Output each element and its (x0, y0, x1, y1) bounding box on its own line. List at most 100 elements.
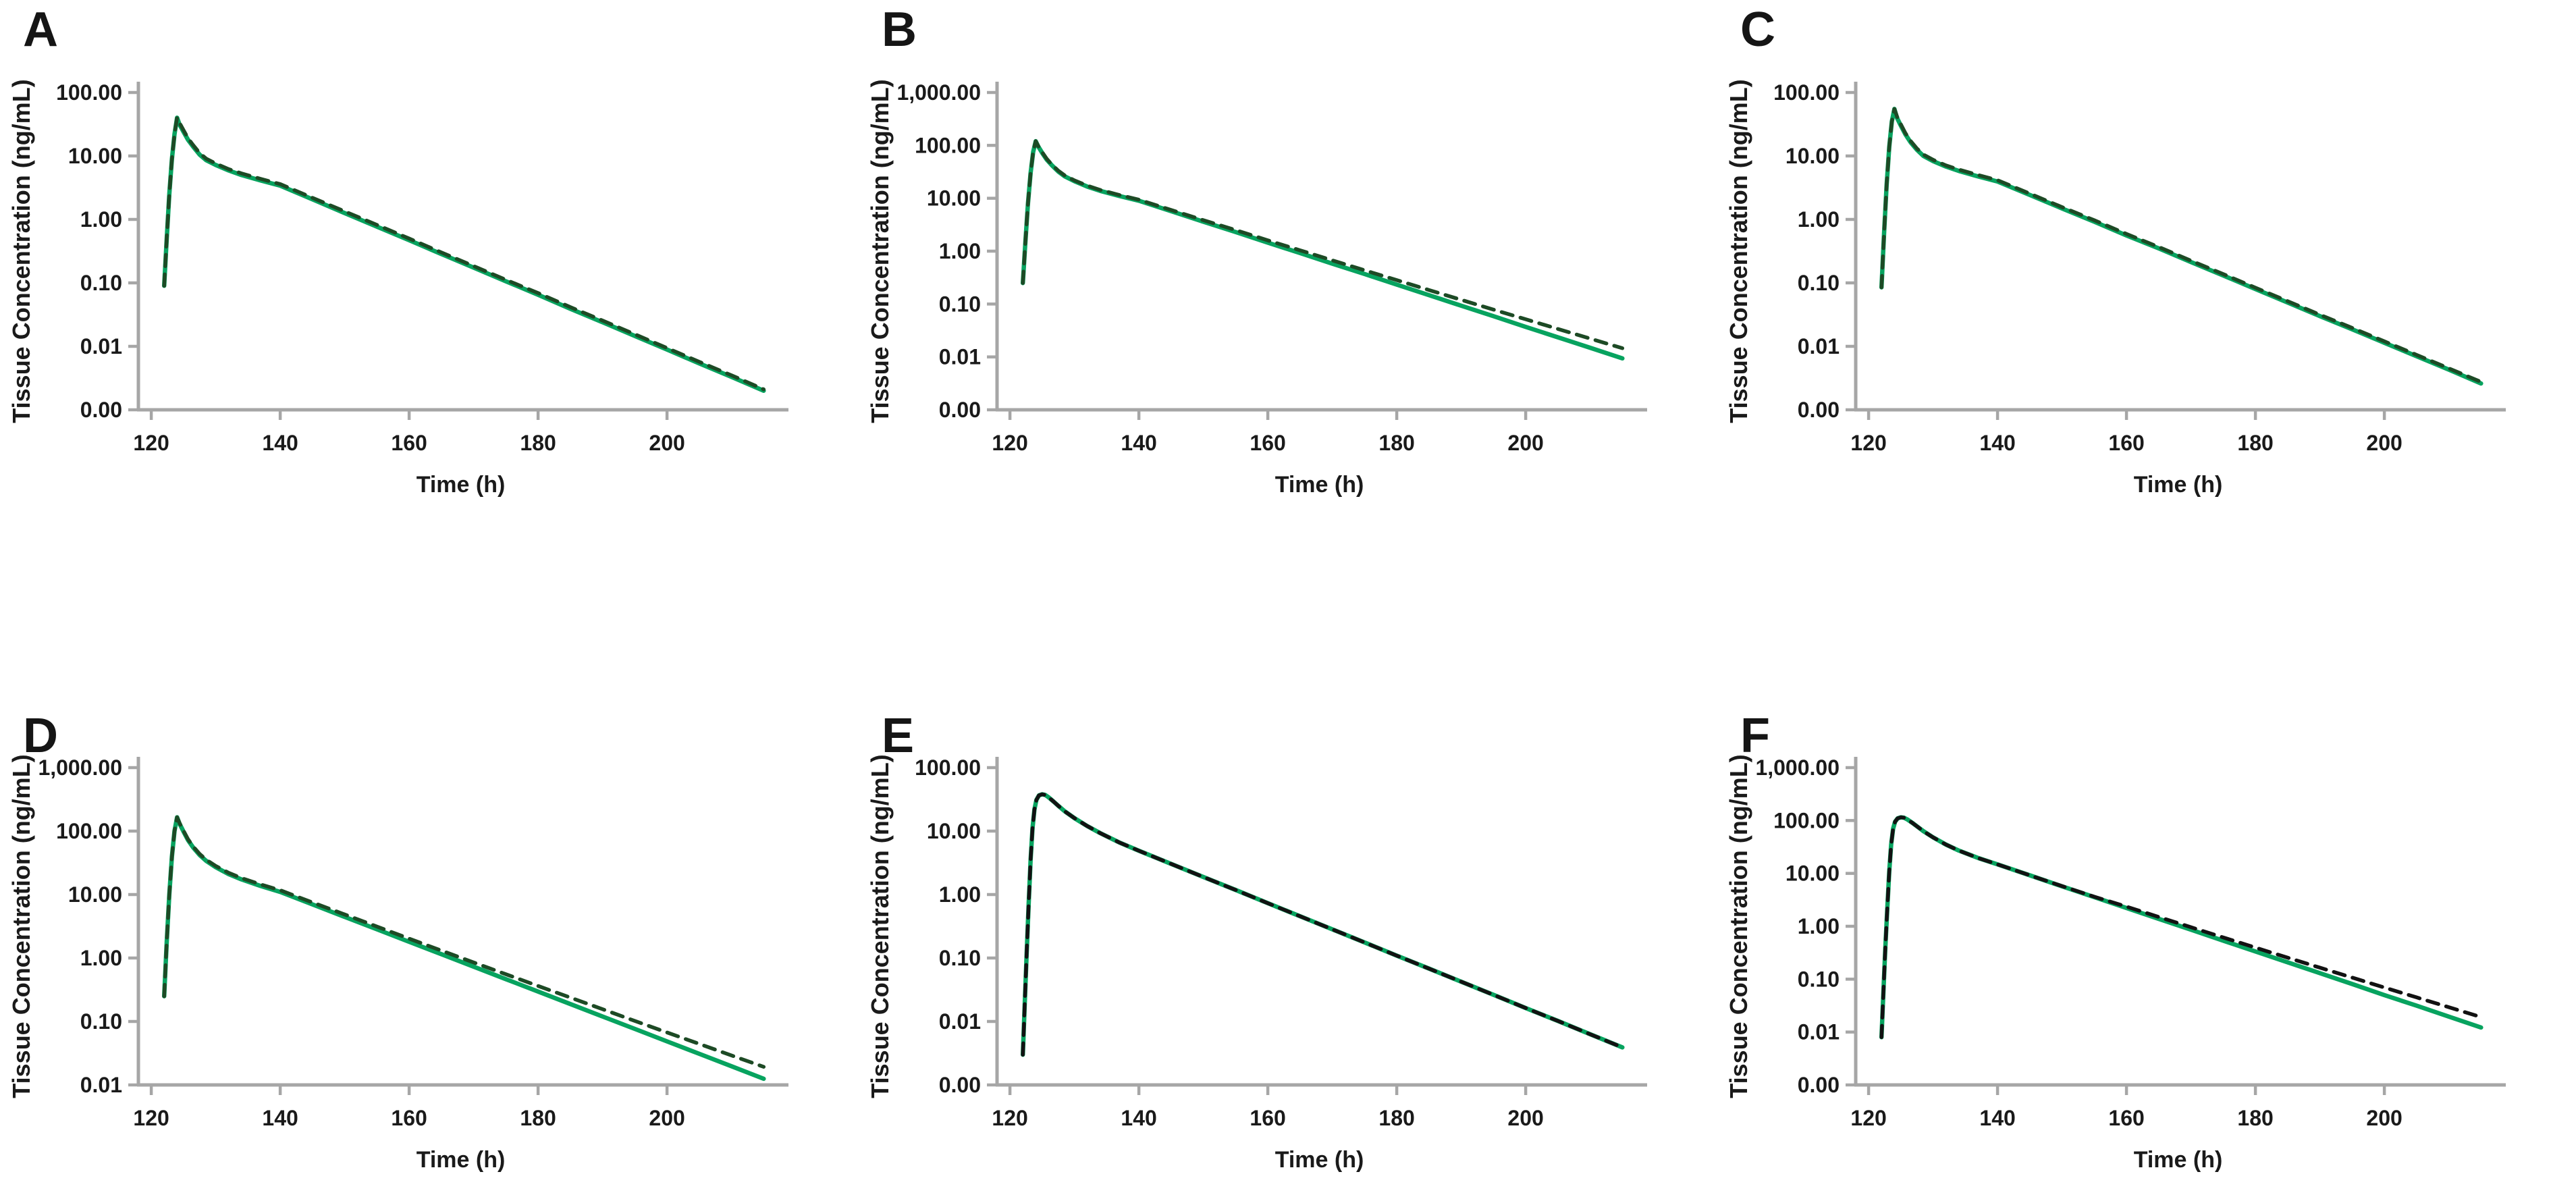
dashed-dark-line (162, 115, 766, 392)
y-tick-label: 0.01 (80, 1073, 122, 1097)
x-tick-label: 160 (2108, 1106, 2144, 1130)
y-tick-label: 10.00 (68, 144, 122, 168)
y-tick-label: 1.00 (80, 207, 122, 232)
y-tick-label: 1.00 (80, 946, 122, 970)
x-axis-title: Time (h) (1275, 1147, 1364, 1173)
x-tick-label: 200 (2366, 431, 2402, 455)
x-tick-label: 140 (1979, 431, 2015, 455)
y-tick-label: 10.00 (927, 186, 981, 211)
y-tick-label: 1,000.00 (896, 80, 981, 105)
y-tick-label: 1.00 (1798, 207, 1840, 232)
y-tick-label: 0.10 (80, 1009, 122, 1034)
x-tick-label: 140 (1121, 431, 1156, 455)
y-tick-label: 0.01 (939, 345, 981, 369)
x-tick-label: 180 (1378, 1106, 1414, 1130)
dashed-dark-line (1879, 107, 2484, 384)
panel-e-chart: 100.00 10.00 1.00 0.10 0.01 0.00 120 140 160 180 2… (866, 754, 1647, 1173)
y-tick-label: 0.10 (1798, 271, 1840, 295)
x-tick-label: 120 (992, 1106, 1027, 1130)
x-axis-title: Time (h) (1275, 472, 1364, 498)
x-tick-label: 180 (2237, 431, 2273, 455)
y-tick-label: 1.00 (1798, 914, 1840, 938)
panel-e: E 100.00 10.00 1.00 0.10 0.01 0.00 120 140 160 18… (859, 598, 1717, 1196)
y-tick-label: 0.00 (939, 1073, 981, 1097)
y-tick-label: 100.00 (56, 80, 122, 105)
y-tick-label: 1.00 (939, 239, 981, 263)
y-tick-label: 0.00 (1798, 1073, 1840, 1097)
x-tick-label: 140 (1121, 1106, 1156, 1130)
panel-f: F 1,000.00 100.00 10.00 1.00 0.10 0.01 0.00 120… (1717, 598, 2576, 1196)
y-tick-label: 0.01 (1798, 334, 1840, 358)
x-axis-title: Time (h) (2134, 1147, 2223, 1173)
x-tick-label: 180 (1378, 431, 1414, 455)
y-tick-label: 0.01 (1798, 1020, 1840, 1044)
y-axis-title: Tissue Concentration (ng/mL) (7, 754, 35, 1098)
panel-c: C 100.00 10.00 1.00 0.10 0.01 0.00 120 140 160 18… (1717, 0, 2576, 598)
panel-a-chart: 100.00 10.00 1.00 0.10 0.01 0.00 120 140 160 180 2… (7, 79, 788, 498)
x-tick-label: 160 (391, 1106, 427, 1130)
x-tick-label: 120 (133, 1106, 169, 1130)
x-tick-label: 140 (1979, 1106, 2015, 1130)
solid-green-line (161, 815, 766, 1082)
y-tick-label: 0.10 (1798, 967, 1840, 991)
panel-a-letter: A (23, 3, 58, 57)
x-tick-label: 160 (1250, 431, 1285, 455)
y-tick-label: 100.00 (1773, 80, 1840, 105)
panel-f-letter: F (1740, 709, 1770, 763)
y-tick-label: 100.00 (915, 755, 981, 780)
x-tick-label: 140 (262, 1106, 298, 1130)
y-tick-label: 1,000.00 (1755, 755, 1840, 780)
y-axis-title: Tissue Concentration (ng/mL) (1725, 754, 1752, 1098)
x-tick-label: 160 (1250, 1106, 1285, 1130)
solid-green-line (1879, 815, 2484, 1040)
x-tick-label: 200 (2366, 1106, 2402, 1130)
panel-c-letter: C (1740, 3, 1775, 57)
x-tick-label: 180 (2237, 1106, 2273, 1130)
x-tick-label: 200 (649, 1106, 685, 1130)
y-axis-title: Tissue Concentration (ng/mL) (866, 79, 894, 423)
y-tick-label: 0.00 (80, 398, 122, 422)
y-tick-label: 0.10 (939, 946, 981, 970)
x-tick-label: 160 (2108, 431, 2144, 455)
y-tick-label: 0.01 (939, 1009, 981, 1034)
solid-green-line (1879, 107, 2484, 386)
y-tick-label: 0.00 (939, 398, 981, 422)
x-tick-label: 120 (1850, 431, 1886, 455)
panel-e-letter: E (882, 709, 915, 763)
dashed-dark-line (162, 815, 766, 1069)
panel-b-chart: 1,000.00 100.00 10.00 1.00 0.10 0.01 0.00 120 14… (866, 79, 1647, 498)
panel-c-chart: 100.00 10.00 1.00 0.10 0.01 0.00 120 140 160 180 2… (1725, 79, 2506, 498)
x-tick-label: 200 (1507, 1106, 1543, 1130)
y-tick-label: 100.00 (56, 819, 122, 843)
panel-d-letter: D (23, 709, 58, 763)
y-tick-label: 10.00 (68, 882, 122, 907)
y-tick-label: 1.00 (939, 882, 981, 907)
x-axis-title: Time (h) (417, 1147, 506, 1173)
y-tick-label: 10.00 (1786, 861, 1840, 886)
y-tick-label: 100.00 (915, 133, 981, 157)
solid-green-line (1020, 138, 1625, 361)
y-axis-title: Tissue Concentration (ng/mL) (866, 754, 894, 1098)
panel-b-letter: B (882, 3, 917, 57)
x-tick-label: 120 (133, 431, 169, 455)
y-tick-label: 0.10 (80, 271, 122, 295)
panel-a: A 100.00 10.00 1.00 0.10 0.01 0.00 120 140 160 18… (0, 0, 859, 598)
y-axis-title: Tissue Concentration (ng/mL) (1725, 79, 1752, 423)
y-tick-label: 0.01 (80, 334, 122, 358)
y-tick-label: 1,000.00 (38, 755, 122, 780)
y-tick-label: 10.00 (1786, 144, 1840, 168)
x-tick-label: 200 (649, 431, 685, 455)
panel-f-chart: 1,000.00 100.00 10.00 1.00 0.10 0.01 0.00 120 14… (1725, 754, 2506, 1173)
x-tick-label: 180 (520, 1106, 556, 1130)
y-tick-label: 0.00 (1798, 398, 1840, 422)
dashed-dark-line (1021, 139, 1625, 350)
y-axis-title: Tissue Concentration (ng/mL) (7, 79, 35, 423)
x-axis-title: Time (h) (2134, 472, 2223, 498)
x-tick-label: 180 (520, 431, 556, 455)
x-tick-label: 160 (391, 431, 427, 455)
panel-d: D 1,000.00 100.00 10.00 1.00 0.10 0.01 120 140 1… (0, 598, 859, 1196)
x-tick-label: 120 (1850, 1106, 1886, 1130)
y-tick-label: 10.00 (927, 819, 981, 843)
x-tick-label: 200 (1507, 431, 1543, 455)
